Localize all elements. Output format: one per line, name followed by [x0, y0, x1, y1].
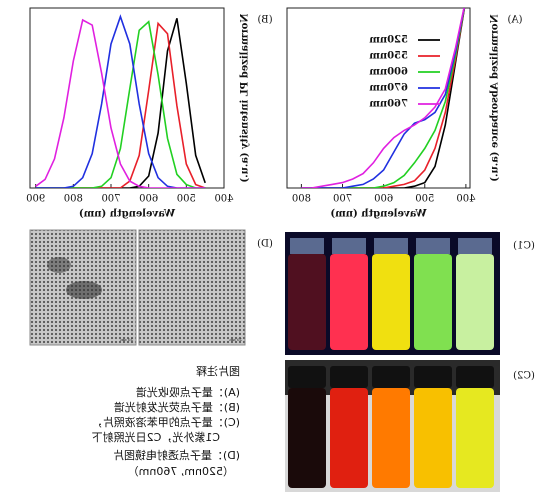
- legend-label: 760nm: [369, 99, 408, 110]
- panel-label: (C2): [513, 371, 535, 382]
- scale-label: 20 nm: [229, 337, 242, 342]
- caption-line: （520nm, 760nm）: [128, 465, 234, 478]
- scale-label: 20 nm: [120, 337, 133, 342]
- x-tick-label: 500: [177, 194, 196, 205]
- caption-title: 图片注释: [196, 364, 240, 378]
- panel-label: (A): [507, 15, 522, 26]
- panel-label: (D): [257, 239, 273, 250]
- photo-d: [29, 229, 246, 346]
- data-line: [35, 14, 206, 188]
- photo-c1: [285, 232, 500, 355]
- y-axis-title: Normalized PL intensity (a.u.): [240, 13, 251, 182]
- data-line: [35, 21, 206, 188]
- legend-label: 600nm: [369, 67, 408, 78]
- data-line: [301, 8, 467, 188]
- legend-label: 550nm: [369, 51, 408, 62]
- data-line: [301, 8, 467, 188]
- x-axis-title: Wavelength (nm): [79, 209, 176, 220]
- caption-line: (B)：量子点荧光发射光谱: [114, 400, 240, 414]
- caption-line: (D)：量子点透射电镜图片: [113, 448, 240, 462]
- x-tick-label: 900: [26, 194, 45, 205]
- data-line: [301, 8, 467, 188]
- x-tick-label: 800: [64, 194, 83, 205]
- x-tick-label: 600: [374, 194, 393, 205]
- x-tick-label: 600: [139, 194, 158, 205]
- x-tick-label: 800: [292, 194, 311, 205]
- data-line: [301, 8, 467, 188]
- caption-line: C1紫外光，C2日光照射下: [92, 430, 220, 444]
- caption-line: (A)：量子点吸收光谱: [136, 385, 240, 399]
- caption-line: (C)：量子点的甲苯溶液照片，: [92, 415, 240, 429]
- x-tick-label: 400: [214, 194, 233, 205]
- data-line: [35, 18, 206, 188]
- y-axis-title: Normalized Absorbance (a.u.): [490, 14, 501, 181]
- data-line: [301, 8, 467, 188]
- panel-label: (B): [257, 15, 272, 26]
- series-group: [35, 14, 206, 188]
- panel-label: (C1): [513, 241, 535, 252]
- legend-label: 520nm: [369, 35, 408, 46]
- data-line: [35, 20, 206, 188]
- photo-c2: [285, 360, 500, 492]
- x-tick-label: 700: [333, 194, 352, 205]
- x-tick-label: 500: [415, 194, 434, 205]
- legend-label: 670nm: [369, 83, 408, 94]
- data-line: [35, 18, 206, 188]
- x-tick-label: 400: [456, 194, 475, 205]
- series-group: [301, 8, 467, 188]
- x-axis-title: Wavelength (nm): [330, 209, 427, 220]
- x-tick-label: 700: [101, 194, 120, 205]
